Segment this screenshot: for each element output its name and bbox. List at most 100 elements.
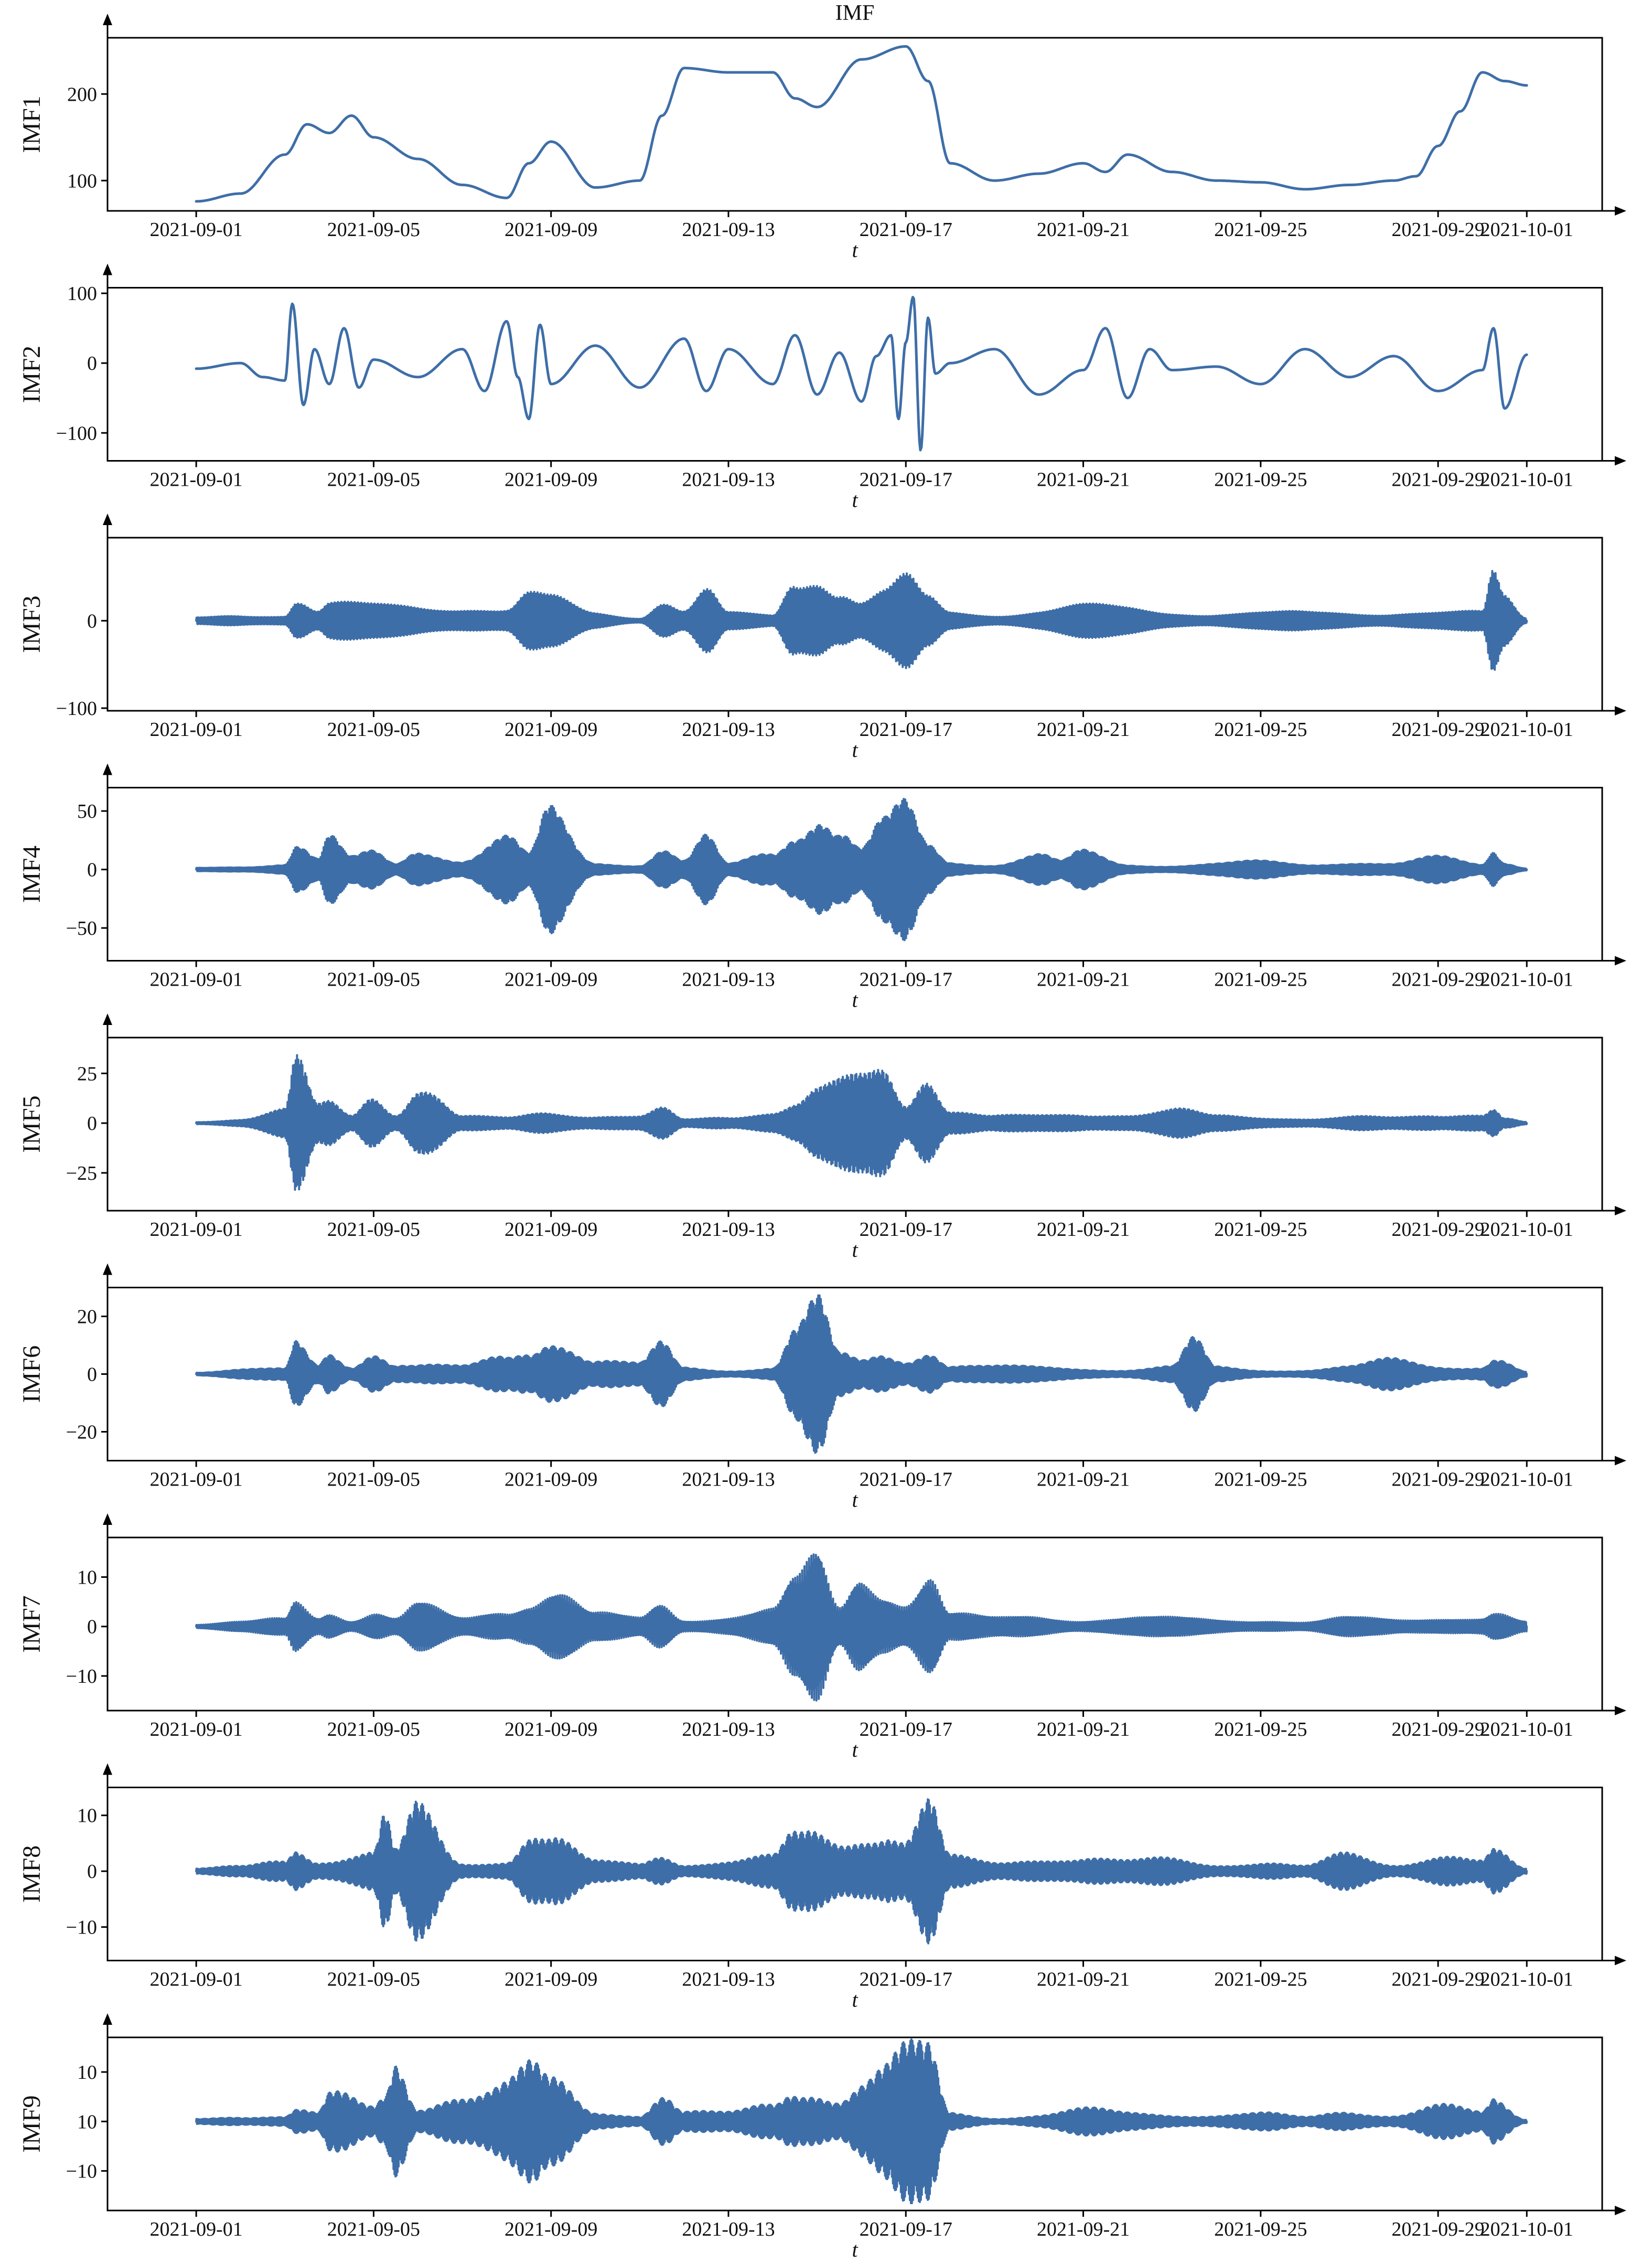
y-tick-label: 20 (77, 1306, 97, 1328)
x-tick-label: 2021-10-01 (1481, 1718, 1573, 1740)
x-tick-label: 2021-09-25 (1214, 1969, 1307, 1991)
x-axis-label: t (852, 238, 858, 262)
x-tick-label: 2021-09-25 (1214, 219, 1307, 241)
x-axis-label: t (852, 1988, 858, 2012)
x-tick-label: 2021-09-25 (1214, 2218, 1307, 2240)
imf-panel: −20 0 20 2021-09-01 2021-09-05 2021-09-09 2021… (18, 1263, 1626, 1512)
y-axis-label: IMF9 (18, 2095, 46, 2152)
x-tick-label: 2021-09-25 (1214, 719, 1307, 741)
x-tick-label: 2021-09-09 (505, 469, 597, 491)
x-tick-label: 2021-09-13 (682, 219, 775, 241)
x-tick-label: 2021-09-21 (1037, 1469, 1130, 1491)
imf-panel: −50 0 50 2021-09-01 2021-09-05 2021-09-09 2021… (18, 763, 1626, 1012)
plot-frame (106, 1787, 1603, 1961)
x-tick-label: 2021-09-21 (1037, 1718, 1130, 1740)
x-tick-label: 2021-09-13 (682, 469, 775, 491)
x-tick-label: 2021-09-01 (149, 1718, 242, 1740)
y-tick-label: −100 (56, 422, 97, 444)
x-tick-label: 2021-09-13 (682, 1469, 775, 1491)
y-tick-label: 100 (67, 283, 97, 305)
y-axis-arrow (103, 14, 112, 25)
imf-series-line (195, 2038, 1528, 2204)
imf-panel: −10 0 10 2021-09-01 2021-09-05 2021-09-09 2021… (18, 1513, 1626, 1761)
plot-frame (106, 1536, 1603, 1712)
y-tick-label: 200 (67, 83, 97, 105)
x-axis-arrow (1615, 206, 1626, 216)
y-axis-label: IMF8 (18, 1845, 46, 1903)
x-tick-label: 2021-09-01 (149, 719, 242, 741)
x-tick-label: 2021-10-01 (1481, 1219, 1573, 1241)
x-axis-label: t (852, 738, 858, 762)
plot-frame (106, 287, 1603, 462)
x-axis-arrow (1615, 1956, 1626, 1966)
x-tick-label: 2021-09-09 (505, 2218, 597, 2240)
x-tick-label: 2021-09-09 (505, 1718, 597, 1740)
imf-series-line (195, 1294, 1528, 1454)
y-tick-label: 100 (67, 170, 97, 192)
x-tick-label: 2021-09-25 (1214, 1469, 1307, 1491)
x-tick-label: 2021-09-01 (149, 1469, 242, 1491)
x-tick-label: 2021-09-13 (682, 969, 775, 991)
y-axis-label: IMF2 (18, 346, 46, 403)
y-tick-label: 50 (77, 800, 97, 823)
x-tick-label: 2021-09-29 (1391, 1469, 1484, 1491)
y-tick-label: −10 (66, 1917, 97, 1939)
imf-series-line (195, 1553, 1528, 1702)
x-tick-label: 2021-09-17 (860, 1219, 952, 1241)
y-tick-label: −10 (66, 1665, 97, 1688)
y-tick-label: −25 (66, 1162, 97, 1184)
x-tick-label: 2021-09-01 (149, 219, 242, 241)
x-tick-label: 2021-09-01 (149, 2218, 242, 2240)
y-tick-label: 10 (77, 1566, 97, 1588)
y-tick-label: −100 (56, 698, 97, 720)
x-tick-label: 2021-09-17 (860, 969, 952, 991)
x-tick-label: 2021-09-05 (327, 719, 420, 741)
x-tick-label: 2021-09-13 (682, 1219, 775, 1241)
x-tick-label: 2021-09-09 (505, 969, 597, 991)
x-tick-label: 2021-09-09 (505, 1469, 597, 1491)
x-tick-label: 2021-09-13 (682, 719, 775, 741)
x-tick-label: 2021-09-17 (860, 2218, 952, 2240)
x-tick-label: 2021-09-29 (1391, 719, 1484, 741)
x-tick-label: 2021-09-29 (1391, 1718, 1484, 1740)
x-tick-label: 2021-09-05 (327, 1969, 420, 1991)
x-tick-label: 2021-09-25 (1214, 469, 1307, 491)
x-tick-label: 2021-09-17 (860, 1718, 952, 1740)
y-tick-label: −20 (66, 1422, 97, 1444)
y-tick-label: 0 (87, 1364, 97, 1386)
x-tick-label: 2021-09-25 (1214, 1718, 1307, 1740)
x-tick-label: 2021-10-01 (1481, 1969, 1573, 1991)
x-tick-label: 2021-09-21 (1037, 1219, 1130, 1241)
y-axis-arrow (103, 763, 112, 775)
x-axis-label: t (852, 2238, 858, 2261)
y-axis-label: IMF3 (18, 595, 46, 653)
x-axis-arrow (1615, 456, 1626, 466)
x-axis-label: t (852, 988, 858, 1012)
imf-series-line (195, 45, 1528, 203)
imf-series-line (195, 296, 1528, 452)
plot-frame (106, 1037, 1603, 1212)
x-tick-label: 2021-10-01 (1481, 1469, 1573, 1491)
y-tick-label: 10 (77, 2111, 97, 2133)
x-tick-label: 2021-09-05 (327, 1469, 420, 1491)
x-tick-label: 2021-09-17 (860, 1469, 952, 1491)
x-tick-label: 2021-09-05 (327, 1219, 420, 1241)
x-tick-label: 2021-09-05 (327, 1718, 420, 1740)
imf-panel: −10 10 10 2021-09-01 2021-09-05 2021-09-09 202… (18, 2013, 1626, 2261)
x-tick-label: 2021-09-05 (327, 219, 420, 241)
y-axis-arrow (103, 263, 112, 275)
x-tick-label: 2021-09-29 (1391, 219, 1484, 241)
x-tick-label: 2021-09-29 (1391, 2218, 1484, 2240)
x-axis-arrow (1615, 1706, 1626, 1715)
y-tick-label: 10 (77, 2062, 97, 2084)
x-tick-label: 2021-09-25 (1214, 1219, 1307, 1241)
y-tick-label: 0 (87, 859, 97, 881)
x-axis-arrow (1615, 1456, 1626, 1466)
chart-title: IMF (835, 1, 875, 25)
x-axis-arrow (1615, 956, 1626, 966)
x-tick-label: 2021-09-13 (682, 2218, 775, 2240)
y-tick-label: 0 (87, 610, 97, 632)
x-tick-label: 2021-09-09 (505, 1969, 597, 1991)
x-axis-label: t (852, 1238, 858, 1262)
